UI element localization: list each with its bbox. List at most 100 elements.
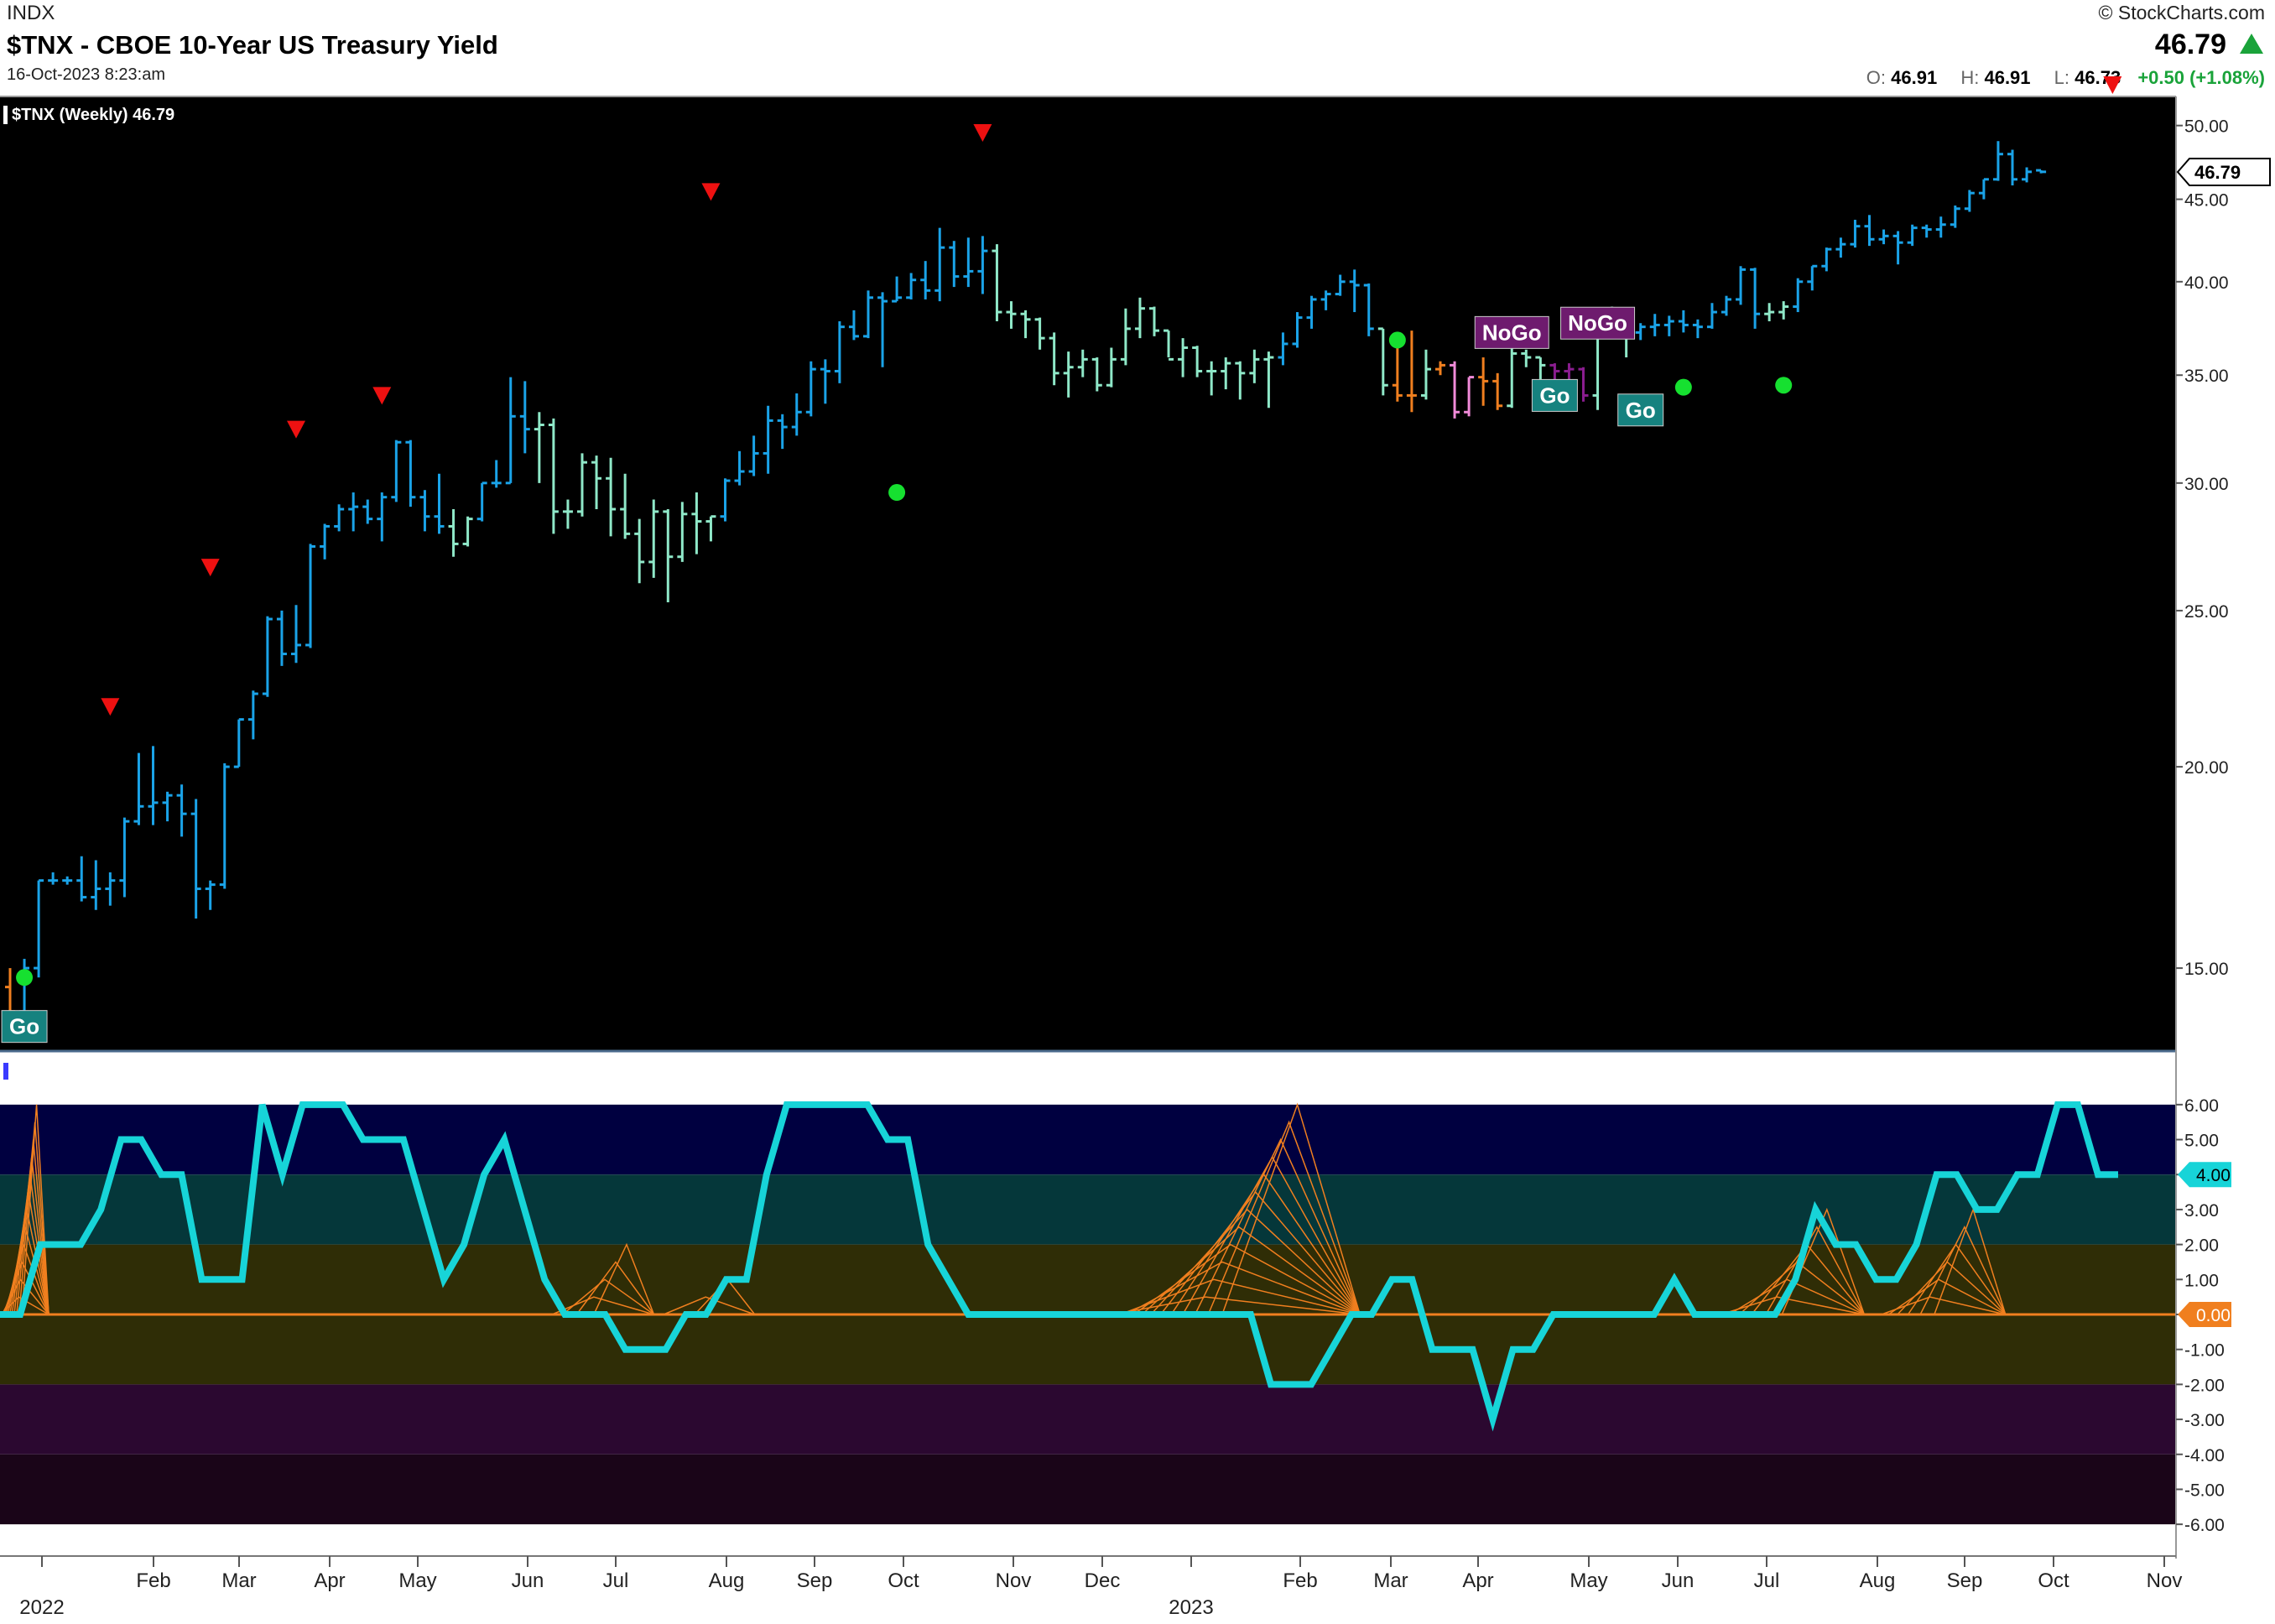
oscillator-band (0, 1174, 2176, 1245)
x-tick-label: Feb (1283, 1569, 1317, 1592)
squeeze-mesh (663, 1296, 756, 1315)
squeeze-mesh (551, 1296, 654, 1315)
exchange-label: INDX (7, 2, 55, 24)
high-label: H: (1960, 67, 1980, 88)
go-label-box (1617, 393, 1664, 427)
low-label: L: (2054, 67, 2070, 88)
osc-tick-label: -3.00 (2184, 1411, 2225, 1430)
x-tick-label: Nov (2147, 1569, 2183, 1592)
squeeze-mesh (593, 1242, 655, 1315)
countertrend-triangle-icon (200, 559, 220, 577)
osc-tick-label: 1.00 (2184, 1271, 2219, 1290)
price-tick-label: 40.00 (2184, 273, 2229, 293)
go-dot (1775, 377, 1793, 394)
price-panel: $TNX (Weekly) 46.79 Go NoGo Go NoGo Go (1, 76, 2122, 1044)
x-tick-label: Nov (996, 1569, 1032, 1592)
osc-tick-label: 6.00 (2184, 1096, 2219, 1116)
nogo-label: NoGo (1482, 320, 1542, 345)
squeeze-mesh (1765, 1226, 1866, 1315)
osc-tick-label: 5.00 (2184, 1132, 2219, 1151)
x-tick-label: Mar (221, 1569, 256, 1592)
oscillator-title-marker (3, 1063, 8, 1080)
oscillator-band (0, 1244, 2176, 1314)
oscillator-band (0, 1314, 2176, 1385)
go-dot (1388, 331, 1406, 349)
x-tick-label: Oct (2038, 1569, 2069, 1592)
x-tick-label: Oct (888, 1569, 919, 1592)
osc-tick-label: -2.00 (2184, 1376, 2225, 1395)
x-tick-label: Sep (1947, 1569, 1983, 1592)
osc-tick-label: -6.00 (2184, 1516, 2225, 1535)
squeeze-mesh (1728, 1278, 1865, 1315)
nogo-label-box (1560, 306, 1636, 340)
gonogo-oscillator-line (0, 1101, 2118, 1432)
plot-background (0, 96, 2176, 1052)
go-dot (16, 969, 34, 986)
x-tick-label: Jun (1662, 1569, 1695, 1592)
go-label: Go (1539, 383, 1570, 408)
squeeze-mesh (1119, 1278, 1361, 1315)
go-label-box (1531, 378, 1578, 412)
last-price-tag (2176, 158, 2271, 187)
go-label-box (1, 1010, 48, 1044)
oscillator-value-tag (2178, 1162, 2231, 1188)
x-tick-label: May (1570, 1569, 1607, 1592)
high-value: 46.91 (1984, 67, 2031, 88)
price-panel-title: $TNX (Weekly) 46.79 (12, 106, 174, 124)
osc-tick-label: -5.00 (2184, 1481, 2225, 1500)
brand-label: © StockCharts.com (2098, 2, 2265, 23)
oscillator-band (0, 1104, 2176, 1175)
osc-tick-label: 2.00 (2184, 1236, 2219, 1256)
price-tick-label: 35.00 (2184, 367, 2229, 386)
x-tick-label: Apr (1462, 1569, 1493, 1592)
countertrend-triangle-icon (973, 124, 992, 143)
zero-value-tag (2178, 1302, 2231, 1327)
oscillator-band (0, 1454, 2176, 1525)
last-price: 46.79 (2154, 29, 2226, 60)
go-label: Go (1626, 398, 1656, 423)
x-tick-label: Mar (1373, 1569, 1408, 1592)
oscillator-panel-title: GoNoGo - Squeeze (15, 1063, 159, 1080)
open-value: 46.91 (1891, 67, 1938, 88)
countertrend-triangle-icon (101, 698, 120, 716)
countertrend-triangle-icon (372, 387, 392, 405)
x-tick-label: Aug (1860, 1569, 1896, 1592)
squeeze-mesh (1114, 1296, 1361, 1315)
x-tick-label: Apr (314, 1569, 345, 1592)
nogo-label-box (1474, 315, 1549, 349)
squeeze-mesh (1221, 1102, 1361, 1315)
x-tick-label: Jun (512, 1569, 544, 1592)
countertrend-triangle-icon (701, 183, 721, 201)
osc-tick-label: -4.00 (2184, 1446, 2225, 1465)
nogo-label: NoGo (1568, 310, 1627, 336)
chart-datetime: 16-Oct-2023 8:23:am (7, 65, 165, 84)
open-label: O: (1866, 67, 1887, 88)
price-tick-label: 20.00 (2184, 758, 2229, 778)
go-dot (1674, 378, 1692, 396)
squeeze-mesh (1141, 1226, 1361, 1315)
price-tick-label: 30.00 (2184, 475, 2229, 494)
oscillator-value-tag-label: 4.00 (2196, 1166, 2231, 1185)
price-tick-label: 15.00 (2184, 960, 2229, 979)
oscillator-band (0, 1384, 2176, 1455)
squeeze-mesh (1150, 1208, 1361, 1315)
x-tick-label: Dec (1085, 1569, 1121, 1592)
squeeze-mesh (575, 1261, 655, 1315)
x-tick-label: Jul (603, 1569, 629, 1592)
squeeze-mesh (1207, 1120, 1361, 1315)
osc-tick-label: -1.00 (2184, 1341, 2225, 1361)
chart-title: $TNX - CBOE 10-Year US Treasury Yield (7, 30, 498, 60)
price-tick-label: 45.00 (2184, 191, 2229, 211)
last-price-tag-label: 46.79 (2194, 162, 2241, 183)
countertrend-triangle-icon (287, 420, 305, 439)
x-tick-label: 2023 (1169, 1596, 1213, 1619)
axes: 15.00 20.00 25.00 30.00 35.00 40.00 45.00 50.00… (0, 96, 2275, 1619)
x-tick-label: Aug (709, 1569, 745, 1592)
squeeze-mesh (562, 1278, 654, 1315)
x-tick-label: May (398, 1569, 436, 1592)
x-tick-label: 2022 (19, 1596, 64, 1619)
squeeze-mesh (1919, 1226, 2007, 1315)
price-axis-bg (2176, 96, 2275, 1052)
osc-tick-label: 3.00 (2184, 1201, 2219, 1221)
up-arrow-icon (2240, 34, 2263, 54)
